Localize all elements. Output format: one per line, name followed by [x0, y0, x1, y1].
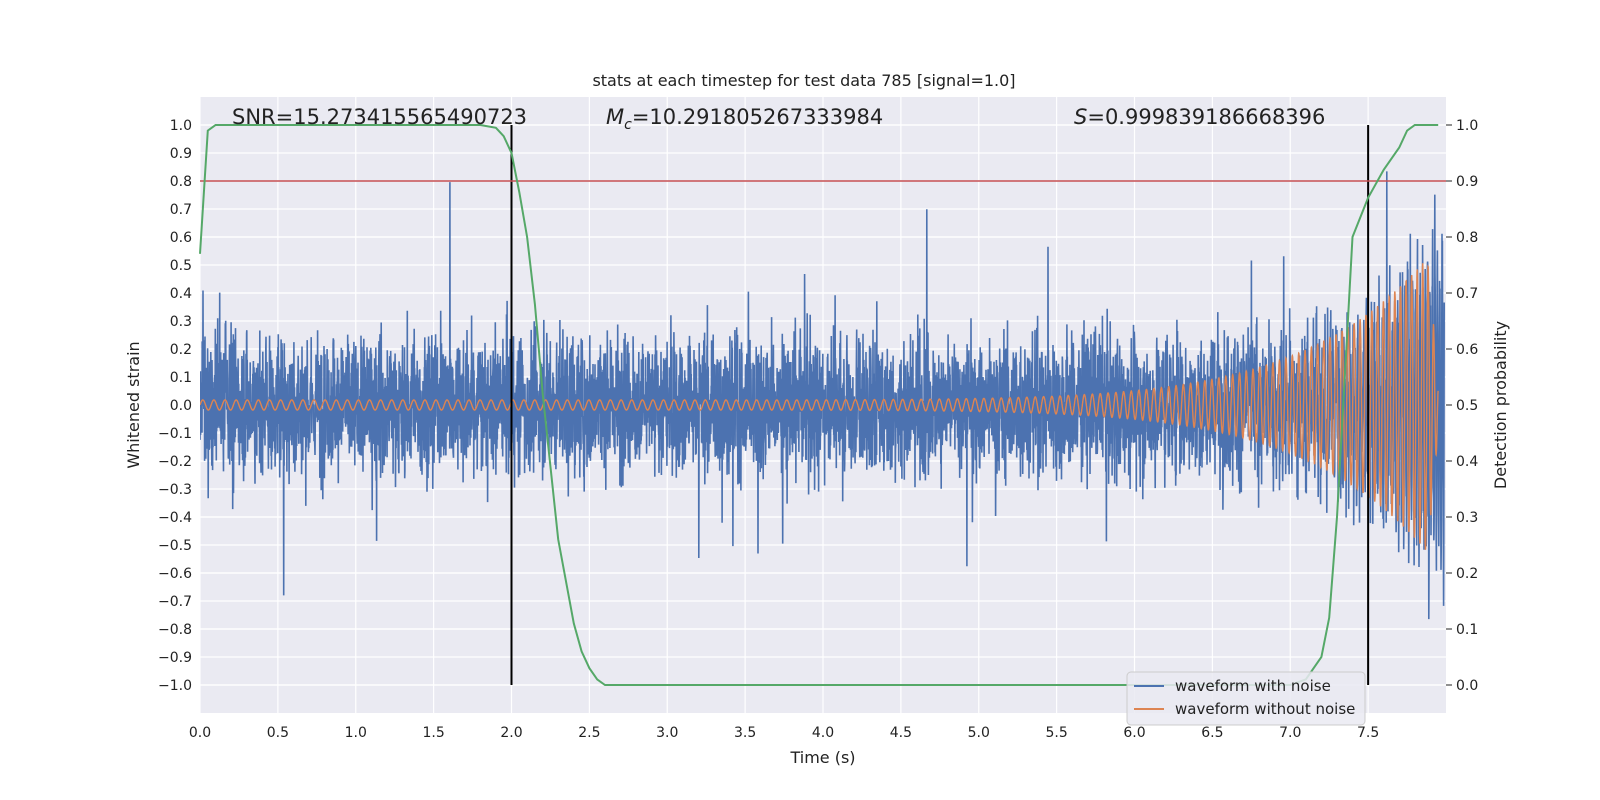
y-left-tick-label: 0.5	[170, 258, 192, 274]
y-left-tick-label: 0.6	[170, 230, 192, 246]
snr-annotation: SNR=15.273415565490723	[232, 105, 527, 129]
y-left-tick-label: −0.9	[158, 650, 192, 666]
x-tick-label: 3.5	[734, 725, 756, 741]
y-left-tick-label: 0.7	[170, 202, 192, 218]
y-left-tick-label: −0.8	[158, 622, 192, 638]
y-right-tick-label: 1.0	[1456, 118, 1478, 134]
chirp-mass-value: =10.291805267333984	[632, 105, 883, 129]
y-left-tick-label: 0.9	[170, 146, 192, 162]
y-left-tick-label: 0.0	[170, 398, 192, 414]
y-axis-right-ticks: 0.0 0.1 0.2 0.3 0.4 0.5 0.6 0.7 0.8 0.9 1.0	[1446, 118, 1478, 694]
y-left-tick-label: 0.4	[170, 286, 192, 302]
chirp-mass-subscript: c	[624, 117, 632, 133]
legend: waveform with noise waveform without noi…	[1126, 671, 1366, 726]
series-waveform-without-noise	[200, 263, 1439, 550]
x-tick-label: 4.0	[812, 725, 834, 741]
legend-label-clean: waveform without noise	[1175, 700, 1355, 718]
x-axis-label: Time (s)	[789, 748, 855, 767]
x-tick-label: 0.5	[267, 725, 289, 741]
x-tick-label: 5.5	[1045, 725, 1067, 741]
chirp-mass-symbol: M	[606, 105, 624, 129]
y-left-tick-label: −0.2	[158, 454, 192, 470]
y-left-tick-label: 0.8	[170, 174, 192, 190]
y-axis-left-label: Whitened strain	[124, 341, 143, 468]
legend-label-noisy: waveform with noise	[1175, 677, 1331, 695]
x-tick-label: 6.5	[1201, 725, 1223, 741]
clean-line	[200, 263, 1439, 550]
y-left-tick-label: 0.2	[170, 342, 192, 358]
x-axis-ticks: 0.0 0.5 1.0 1.5 2.0 2.5 3.0 3.5 4.0 4.5 5.0 5.5 6.0 6…	[189, 725, 1379, 741]
y-right-tick-label: 0.5	[1456, 398, 1478, 414]
vertical-markers	[510, 125, 1370, 685]
y-right-tick-label: 0.3	[1456, 510, 1478, 526]
y-left-tick-label: −0.4	[158, 510, 192, 526]
y-right-tick-label: 0.0	[1456, 678, 1478, 694]
x-tick-label: 0.0	[189, 725, 211, 741]
y-right-tick-label: 0.8	[1456, 230, 1478, 246]
x-tick-label: 6.0	[1123, 725, 1145, 741]
y-right-tick-label: 0.9	[1456, 174, 1478, 190]
y-right-tick-label: 0.1	[1456, 622, 1478, 638]
y-left-tick-label: 0.3	[170, 314, 192, 330]
y-axis-right-label: Detection probability	[1491, 321, 1510, 489]
legend-box	[1126, 671, 1366, 726]
s-symbol: S	[1074, 105, 1087, 129]
y-right-tick-label: 0.6	[1456, 342, 1478, 358]
s-value: =0.999839186668396	[1087, 105, 1325, 129]
y-right-tick-label: 0.7	[1456, 286, 1478, 302]
y-left-tick-label: 0.1	[170, 370, 192, 386]
y-left-tick-label: −0.5	[158, 538, 192, 554]
y-left-tick-label: −0.1	[158, 426, 192, 442]
series-waveform-with-noise	[200, 171, 1445, 620]
x-tick-label: 2.5	[578, 725, 600, 741]
noisy-line	[200, 171, 1445, 620]
x-tick-label: 5.0	[968, 725, 990, 741]
x-tick-label: 7.5	[1357, 725, 1379, 741]
x-tick-label: 1.0	[345, 725, 367, 741]
x-tick-label: 3.0	[656, 725, 678, 741]
x-tick-label: 4.5	[890, 725, 912, 741]
y-left-tick-label: −1.0	[158, 678, 192, 694]
probability-line	[199, 124, 1439, 686]
chirp-mass-annotation: Mc=10.291805267333984	[606, 105, 883, 133]
y-left-tick-label: −0.7	[158, 594, 192, 610]
chart-title: stats at each timestep for test data 785…	[592, 71, 1015, 90]
x-tick-label: 1.5	[422, 725, 444, 741]
s-annotation: S=0.999839186668396	[1074, 105, 1325, 129]
y-left-tick-label: −0.3	[158, 482, 192, 498]
y-left-tick-label: 1.0	[170, 118, 192, 134]
y-left-tick-label: −0.6	[158, 566, 192, 582]
x-tick-label: 7.0	[1279, 725, 1301, 741]
series-detection-probability	[199, 124, 1439, 686]
y-right-tick-label: 0.2	[1456, 566, 1478, 582]
y-right-tick-label: 0.4	[1456, 454, 1478, 470]
y-axis-left-ticks: −1.0 −0.9 −0.8 −0.7 −0.6 −0.5 −0.4 −0.3 −0.2 −0.1…	[158, 118, 192, 694]
x-tick-label: 2.0	[500, 725, 522, 741]
